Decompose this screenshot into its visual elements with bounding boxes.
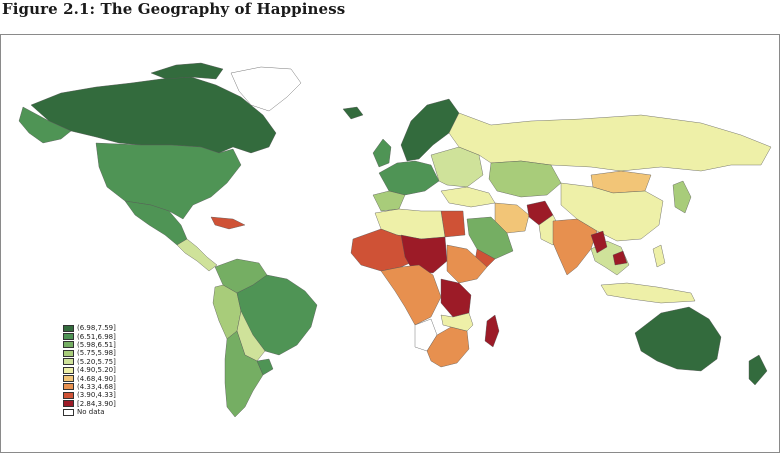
region-sudan-chad — [400, 234, 448, 274]
region-china — [560, 182, 664, 242]
legend-swatch — [63, 408, 74, 416]
region-turkey — [440, 186, 496, 208]
world-choropleth-map — [18, 62, 772, 418]
legend-swatch — [63, 341, 74, 349]
region-usa — [95, 142, 242, 220]
legend-item: (4.33,4.68] — [63, 383, 116, 391]
legend-label: (5.75,5.98] — [77, 349, 116, 358]
region-cambodia — [612, 250, 628, 266]
region-zambia-zimbabwe — [440, 312, 474, 332]
legend-label: (5.98,6.51] — [77, 340, 116, 349]
legend-label: (4.90,5.20] — [77, 366, 116, 375]
region-myanmar — [590, 230, 608, 254]
region-western-europe — [378, 160, 440, 196]
legend-label: (5.20,5.75] — [77, 357, 116, 366]
legend-item: (5.75,5.98] — [63, 349, 116, 357]
region-new-zealand — [748, 354, 768, 386]
region-argentina-chile — [224, 330, 264, 418]
region-iceland — [342, 106, 364, 120]
region-arabia — [466, 216, 514, 260]
legend-item: No data — [63, 408, 116, 416]
legend-label: (6.51,6.98] — [77, 332, 116, 341]
region-southern-africa — [426, 326, 470, 368]
legend-item: (6.98,7.59] — [63, 324, 116, 332]
region-japan — [672, 180, 692, 214]
legend-item: (4.68,4.90] — [63, 374, 116, 383]
region-indonesia — [600, 282, 696, 304]
legend-item: (4.90,5.20] — [63, 366, 116, 374]
legend-swatch — [63, 349, 74, 357]
legend-label: [2.84,3.90] — [77, 399, 116, 408]
region-horn-of-africa — [446, 244, 488, 284]
legend-item: [2.84,3.90] — [63, 400, 116, 408]
legend-swatch — [63, 324, 74, 332]
legend-label: (4.68,4.90] — [77, 374, 116, 383]
region-uk-ireland — [372, 138, 392, 168]
legend-label: (3.90,4.33] — [77, 391, 116, 400]
region-india — [552, 218, 598, 276]
legend-swatch — [63, 383, 74, 391]
legend-swatch — [63, 333, 74, 341]
legend-label: No data — [77, 408, 105, 417]
legend-swatch — [63, 375, 74, 383]
region-australia — [634, 306, 722, 372]
region-iberia — [372, 190, 406, 212]
legend-swatch — [63, 358, 74, 366]
region-madagascar — [484, 314, 500, 348]
legend-item: (5.20,5.75] — [63, 358, 116, 366]
region-arctic-islands — [150, 62, 224, 80]
legend-swatch — [63, 400, 74, 408]
region-uruguay — [256, 358, 274, 376]
region-central-africa — [380, 264, 442, 326]
region-east-africa — [440, 278, 472, 318]
legend-swatch — [63, 391, 74, 399]
legend-swatch — [63, 366, 74, 374]
region-greenland — [230, 66, 302, 112]
figure-title: Figure 2.1: The Geography of Happiness — [2, 0, 346, 18]
region-caribbean — [210, 216, 246, 230]
legend-item: (5.98,6.51] — [63, 341, 116, 349]
region-central-asia — [488, 160, 562, 198]
region-russia — [448, 112, 772, 172]
region-peru-ecuador — [212, 284, 242, 340]
map-frame: (6.98,7.59] (6.51,6.98] (5.98,6.51] (5.75,5… — [0, 34, 780, 453]
region-central-america — [176, 238, 218, 272]
region-alaska — [18, 106, 72, 144]
region-philippines — [652, 244, 666, 268]
legend-label: (4.33,4.68] — [77, 382, 116, 391]
region-canada — [30, 76, 277, 154]
legend-label: (6.98,7.59] — [77, 324, 116, 333]
legend-item: (3.90,4.33] — [63, 391, 116, 399]
legend-item: (6.51,6.98] — [63, 332, 116, 341]
map-legend: (6.98,7.59] (6.51,6.98] (5.98,6.51] (5.75,5… — [63, 324, 116, 416]
